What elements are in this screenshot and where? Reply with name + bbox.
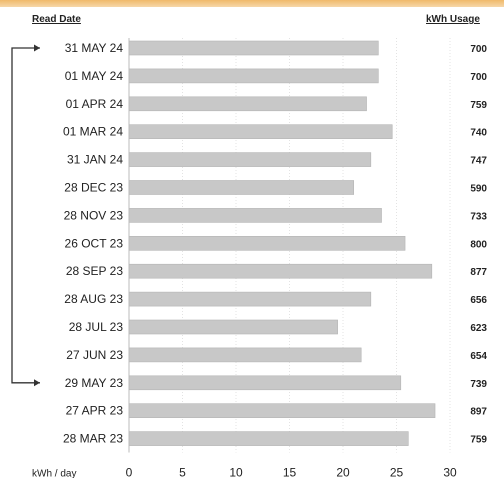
category-label: 26 OCT 23 (65, 236, 124, 250)
category-label: 29 MAY 23 (65, 376, 124, 390)
x-tick-label: 5 (179, 466, 186, 478)
bar (128, 319, 338, 335)
usage-value: 590 (470, 184, 487, 195)
usage-value: 656 (470, 295, 487, 306)
usage-value: 759 (470, 435, 487, 446)
bar (128, 347, 362, 363)
category-label: 27 JUN 23 (66, 348, 123, 362)
usage-value: 897 (470, 407, 487, 418)
usage-value: 759 (470, 100, 487, 111)
x-tick-label: 10 (229, 466, 243, 478)
usage-value: 623 (470, 323, 487, 334)
x-tick-label: 20 (336, 466, 350, 478)
category-label: 28 NOV 23 (64, 208, 124, 222)
category-label: 01 MAR 24 (63, 125, 123, 139)
usage-value: 700 (470, 72, 487, 83)
bar (128, 96, 367, 112)
bar (128, 180, 354, 195)
x-tick-label: 0 (126, 466, 133, 478)
category-label: 28 AUG 23 (64, 292, 123, 306)
category-label: 28 DEC 23 (64, 181, 123, 195)
x-axis-label: kWh / day (32, 469, 76, 478)
bar (128, 124, 393, 139)
bar (128, 403, 436, 419)
bar (128, 375, 402, 391)
category-label: 28 MAR 23 (63, 432, 123, 446)
read-date-header: Read Date (32, 14, 81, 25)
category-label: 27 APR 23 (66, 404, 124, 418)
bar (128, 208, 382, 223)
usage-value: 800 (470, 239, 487, 250)
category-label: 31 JAN 24 (67, 153, 123, 167)
category-label: 28 SEP 23 (66, 264, 123, 278)
usage-value: 739 (470, 379, 487, 390)
bar (128, 236, 406, 251)
bar (128, 431, 409, 446)
category-label: 01 APR 24 (66, 97, 124, 111)
bracket-arrowhead (34, 379, 40, 387)
usage-value: 877 (470, 267, 487, 278)
usage-value: 733 (470, 211, 487, 222)
category-label: 31 MAY 24 (65, 41, 124, 55)
bar (128, 263, 433, 279)
bar (128, 291, 372, 307)
header-strip (0, 0, 504, 7)
usage-value: 700 (470, 44, 487, 55)
category-label: 01 MAY 24 (65, 69, 124, 83)
comparison-bracket (11, 47, 40, 384)
bar (128, 40, 379, 56)
x-tick-label: 30 (443, 466, 457, 478)
bracket-arrowhead (34, 44, 40, 52)
usage-value: 747 (470, 156, 487, 167)
usage-value: 740 (470, 128, 487, 139)
x-tick-label: 15 (283, 466, 297, 478)
usage-value: 654 (470, 351, 487, 362)
bar (128, 152, 372, 167)
kwh-usage-header: kWh Usage (426, 14, 480, 25)
x-tick-label: 25 (390, 466, 404, 478)
category-label: 28 JUL 23 (69, 320, 124, 334)
bar (128, 68, 379, 84)
